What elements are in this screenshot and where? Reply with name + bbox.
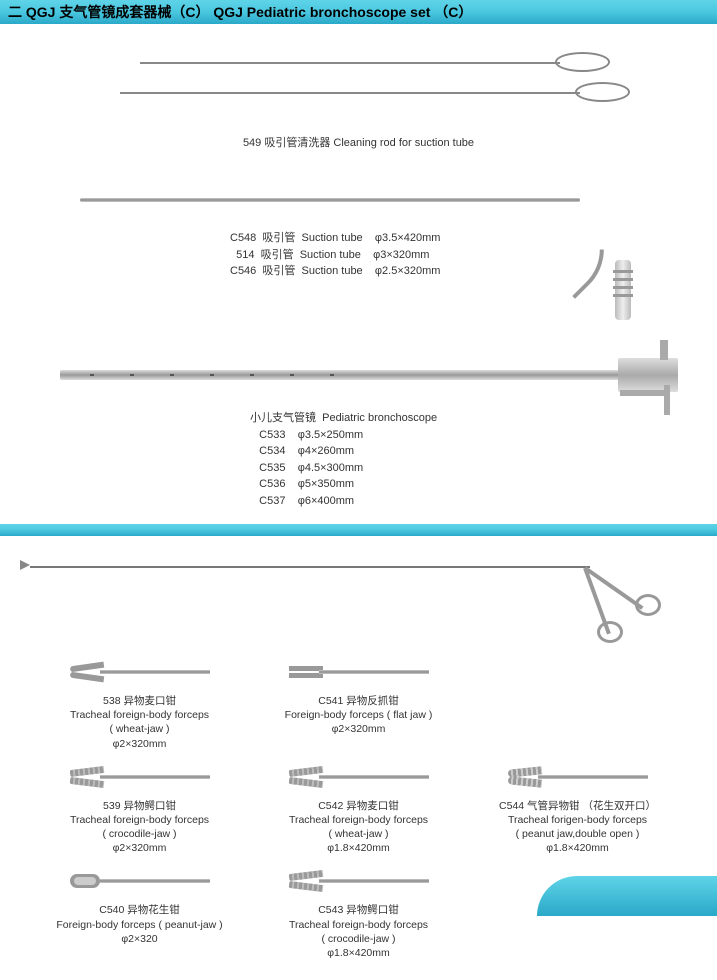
bronchoscope-specs: 小儿支气管镜 Pediatric bronchoscope C533 φ3.5×…: [250, 410, 437, 509]
forceps-tip-caption: C541 异物反抓钳 Foreign-body forceps ( flat j…: [285, 694, 433, 737]
forceps-tip-caption: 538 异物麦口钳 Tracheal foreign-body forceps …: [70, 694, 209, 751]
forceps-tip-caption: C540 异物花生钳 Foreign-body forceps ( peanut…: [56, 903, 222, 946]
forceps-tip-caption: C542 异物麦口钳 Tracheal foreign-body forceps…: [289, 799, 428, 856]
forceps-tip-cell: C540 异物花生钳 Foreign-body forceps ( peanut…: [40, 865, 239, 960]
forceps-tip-illustration: [508, 761, 648, 793]
section-suction-tube: C548 吸引管 Suction tube φ3.5×420mm 514 吸引管…: [0, 160, 717, 330]
cleaning-rod-illustration: [20, 44, 697, 134]
forceps-tip-cell: C542 异物麦口钳 Tracheal foreign-body forceps…: [259, 761, 458, 856]
section-divider: [0, 524, 717, 536]
forceps-tip-caption: C544 气管异物钳 （花生双开口） Tracheal forigen-body…: [499, 799, 656, 856]
section-bronchoscope: 小儿支气管镜 Pediatric bronchoscope C533 φ3.5×…: [0, 330, 717, 524]
forceps-tip-illustration: [70, 656, 210, 688]
forceps-tip-illustration: [289, 865, 429, 897]
forceps-tip-cell: 539 异物鳄口钳 Tracheal foreign-body forceps …: [40, 761, 239, 856]
forceps-handle-icon: [585, 556, 675, 646]
cleaning-rod-caption: 549 吸引管清洗器 Cleaning rod for suction tube: [20, 134, 697, 150]
forceps-main-illustration: [0, 536, 717, 656]
forceps-tip-illustration: [289, 761, 429, 793]
suction-tube-specs: C548 吸引管 Suction tube φ3.5×420mm 514 吸引管…: [230, 230, 440, 280]
bronchoscope-illustration: 小儿支气管镜 Pediatric bronchoscope C533 φ3.5×…: [20, 340, 697, 520]
footer-decoration: [537, 876, 717, 916]
forceps-tip-illustration: [70, 761, 210, 793]
page-header-bar: 二 QGJ 支气管镜成套器械（C） QGJ Pediatric bronchos…: [0, 0, 717, 24]
forceps-tip-cell: C541 异物反抓钳 Foreign-body forceps ( flat j…: [259, 656, 458, 751]
forceps-tip-caption: 539 异物鳄口钳 Tracheal foreign-body forceps …: [70, 799, 209, 856]
page-title: 二 QGJ 支气管镜成套器械（C） QGJ Pediatric bronchos…: [8, 2, 472, 22]
forceps-tip-illustration: [289, 656, 429, 688]
forceps-tip-cell: C543 异物鳄口钳 Tracheal foreign-body forceps…: [259, 865, 458, 960]
forceps-tip-cell: 538 异物麦口钳 Tracheal foreign-body forceps …: [40, 656, 239, 751]
forceps-tips-grid: 538 异物麦口钳 Tracheal foreign-body forceps …: [0, 656, 717, 980]
section-cleaning-rod: 549 吸引管清洗器 Cleaning rod for suction tube: [0, 24, 717, 160]
forceps-tip-caption: C543 异物鳄口钳 Tracheal foreign-body forceps…: [289, 903, 428, 960]
forceps-tip-illustration: [70, 865, 210, 897]
forceps-tip-cell: C544 气管异物钳 （花生双开口） Tracheal forigen-body…: [478, 761, 677, 856]
suction-tube-illustration: C548 吸引管 Suction tube φ3.5×420mm 514 吸引管…: [20, 170, 697, 320]
